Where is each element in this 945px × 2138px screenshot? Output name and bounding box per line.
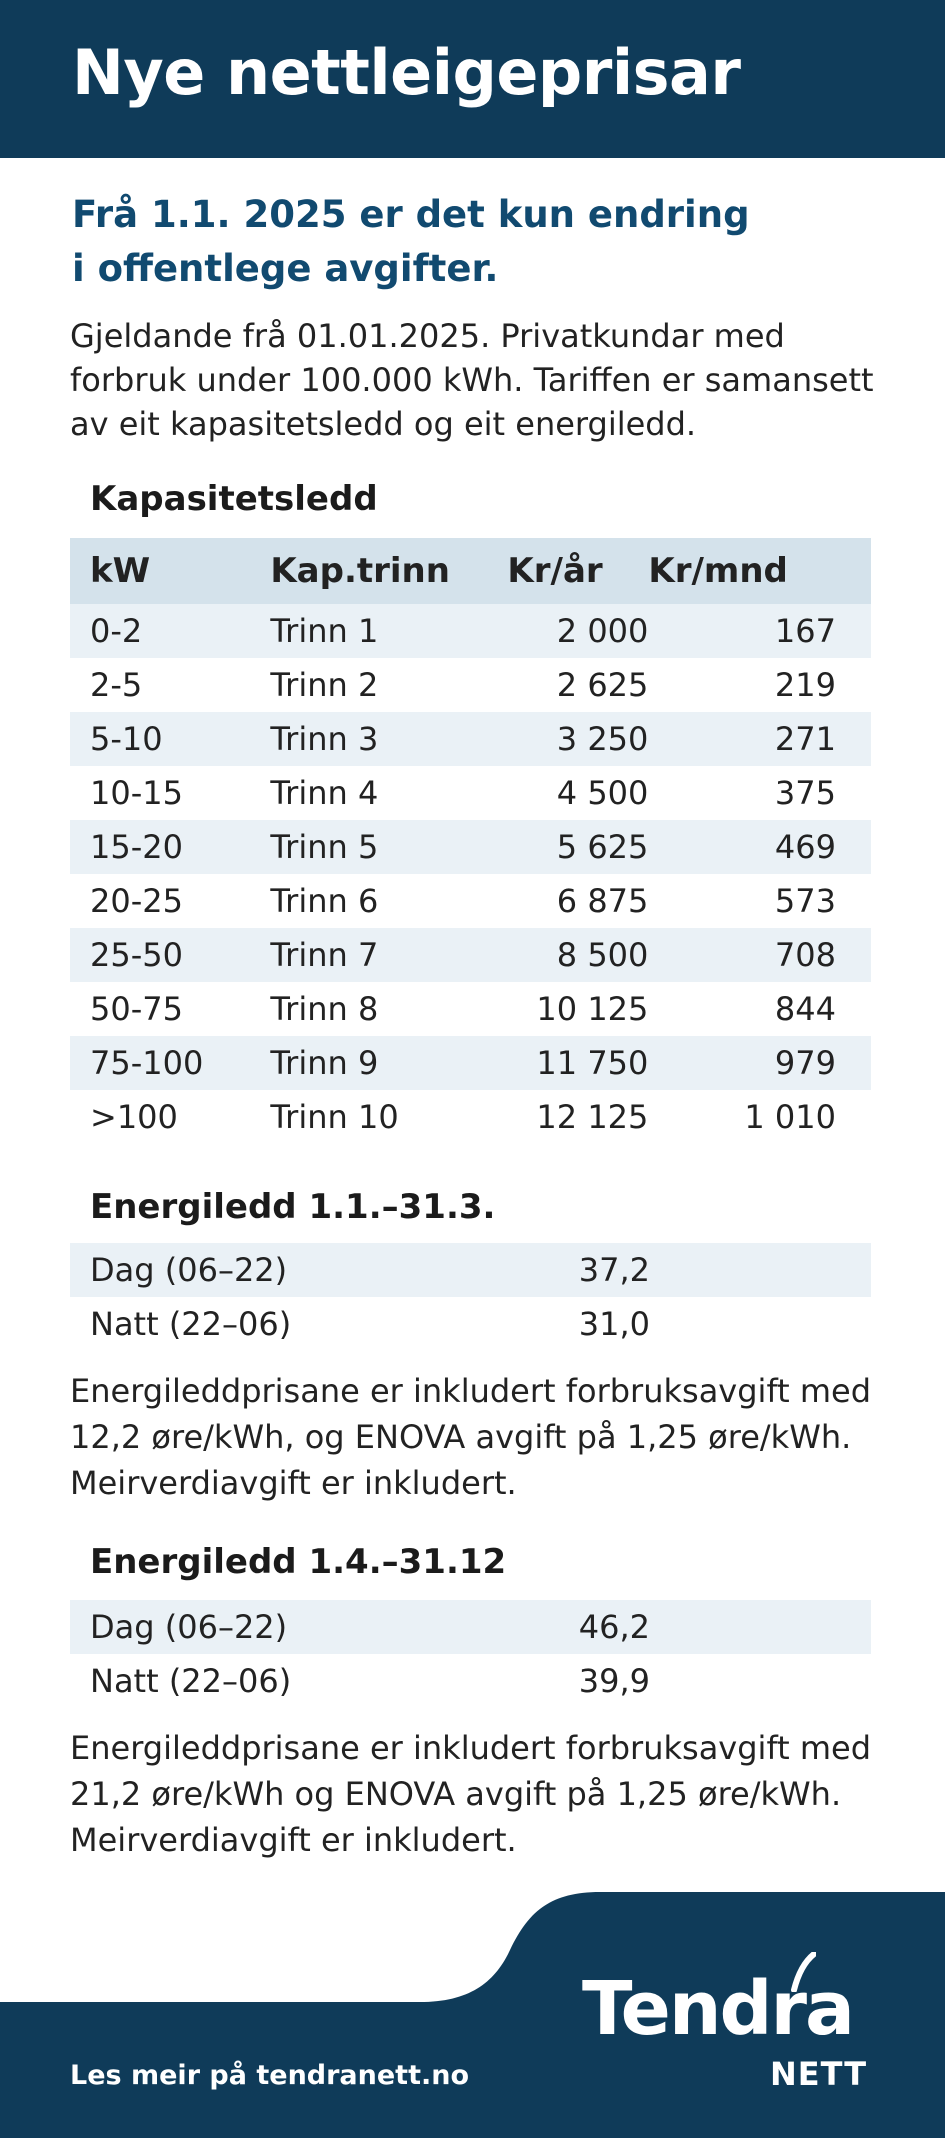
cell-kw: 10-15 bbox=[70, 766, 271, 820]
cell-per-month: 573 bbox=[648, 874, 871, 928]
cell-per-month: 844 bbox=[648, 982, 871, 1036]
capacity-table: kW Kap.trinn Kr/år Kr/mnd 0-2 Trinn 1 2 … bbox=[70, 538, 871, 1144]
column-header-kw: kW bbox=[70, 538, 271, 604]
energy-q2-heading: Energiledd 1.4.–31.12 bbox=[90, 1542, 507, 1582]
table-row: 2-5 Trinn 2 2 625 219 bbox=[70, 658, 871, 712]
table-row: Natt (22–06) 39,9 bbox=[70, 1654, 871, 1708]
column-header-per-year: Kr/år bbox=[507, 538, 649, 604]
table-row: >100 Trinn 10 12 125 1 010 bbox=[70, 1090, 871, 1144]
cell-per-month: 271 bbox=[648, 712, 871, 766]
cell-step: Trinn 10 bbox=[270, 1090, 508, 1144]
cell-per-year: 6 875 bbox=[507, 874, 649, 928]
cell-per-month: 219 bbox=[648, 658, 871, 712]
table-row: Natt (22–06) 31,0 bbox=[70, 1297, 871, 1351]
table-row: 5-10 Trinn 3 3 250 271 bbox=[70, 712, 871, 766]
cell-kw: 75-100 bbox=[70, 1036, 271, 1090]
cell-step: Trinn 1 bbox=[270, 604, 508, 658]
cell-per-month: 167 bbox=[648, 604, 871, 658]
table-row: 50-75 Trinn 8 10 125 844 bbox=[70, 982, 871, 1036]
note-line: Energileddprisane er inkludert forbruksa… bbox=[70, 1372, 872, 1410]
cell-kw: 2-5 bbox=[70, 658, 271, 712]
cell-period: Natt (22–06) bbox=[70, 1297, 430, 1351]
cell-period: Natt (22–06) bbox=[70, 1654, 430, 1708]
table-row: 15-20 Trinn 5 5 625 469 bbox=[70, 820, 871, 874]
cell-step: Trinn 9 bbox=[270, 1036, 508, 1090]
cell-per-month: 375 bbox=[648, 766, 871, 820]
note-line: 21,2 øre/kWh og ENOVA avgift på 1,25 øre… bbox=[70, 1775, 842, 1813]
cell-kw: 25-50 bbox=[70, 928, 271, 982]
page-title: Nye nettleigeprisar bbox=[72, 36, 741, 109]
note-line: Energileddprisane er inkludert forbruksa… bbox=[70, 1729, 872, 1767]
cell-per-year: 5 625 bbox=[507, 820, 649, 874]
cell-per-year: 11 750 bbox=[507, 1036, 649, 1090]
note-line: Meirverdiavgift er inkludert. bbox=[70, 1464, 517, 1502]
cell-kw: 15-20 bbox=[70, 820, 271, 874]
website-link[interactable]: Les meir på tendranett.no bbox=[70, 2060, 470, 2091]
note-line: Meirverdiavgift er inkludert. bbox=[70, 1821, 517, 1859]
energy-q1-note: Energileddprisane er inkludert forbruksa… bbox=[70, 1368, 900, 1506]
subtitle-line: Frå 1.1. 2025 er det kun endring bbox=[72, 193, 750, 236]
cell-period: Dag (06–22) bbox=[70, 1600, 430, 1654]
cell-step: Trinn 7 bbox=[270, 928, 508, 982]
cell-per-year: 3 250 bbox=[507, 712, 649, 766]
cell-kw: 5-10 bbox=[70, 712, 271, 766]
footer-wave-shape bbox=[0, 1892, 945, 2138]
footer-band bbox=[0, 1892, 945, 2138]
cell-step: Trinn 5 bbox=[270, 820, 508, 874]
subtitle-line: i offentlege avgifter. bbox=[72, 247, 499, 290]
cell-per-year: 4 500 bbox=[507, 766, 649, 820]
cell-kw: 50-75 bbox=[70, 982, 271, 1036]
cell-step: Trinn 6 bbox=[270, 874, 508, 928]
intro-text: Gjeldande frå 01.01.2025. Privatkundar m… bbox=[70, 314, 890, 446]
cell-per-month: 1 010 bbox=[648, 1090, 871, 1144]
intro-line: Gjeldande frå 01.01.2025. Privatkundar m… bbox=[70, 317, 785, 355]
energy-q2-note: Energileddprisane er inkludert forbruksa… bbox=[70, 1725, 900, 1863]
cell-step: Trinn 3 bbox=[270, 712, 508, 766]
note-line: 12,2 øre/kWh, og ENOVA avgift på 1,25 ør… bbox=[70, 1418, 852, 1456]
cell-per-month: 708 bbox=[648, 928, 871, 982]
cell-per-year: 2 000 bbox=[507, 604, 649, 658]
cell-price: 37,2 bbox=[430, 1243, 650, 1297]
cell-price: 31,0 bbox=[430, 1297, 650, 1351]
header-banner: Nye nettleigeprisar bbox=[0, 0, 945, 158]
cell-per-year: 2 625 bbox=[507, 658, 649, 712]
table-row: 10-15 Trinn 4 4 500 375 bbox=[70, 766, 871, 820]
cell-per-year: 12 125 bbox=[507, 1090, 649, 1144]
cell-per-year: 10 125 bbox=[507, 982, 649, 1036]
tendra-logo-text: Tendra bbox=[582, 1966, 855, 2052]
energy-q1-table: Dag (06–22) 37,2 Natt (22–06) 31,0 bbox=[70, 1243, 871, 1351]
cell-per-year: 8 500 bbox=[507, 928, 649, 982]
cell-price: 39,9 bbox=[430, 1654, 650, 1708]
cell-step: Trinn 8 bbox=[270, 982, 508, 1036]
table-row: 20-25 Trinn 6 6 875 573 bbox=[70, 874, 871, 928]
cell-kw: >100 bbox=[70, 1090, 271, 1144]
column-header-step: Kap.trinn bbox=[270, 538, 508, 604]
energy-q1-heading: Energiledd 1.1.–31.3. bbox=[90, 1187, 496, 1227]
table-row: 25-50 Trinn 7 8 500 708 bbox=[70, 928, 871, 982]
table-row: 75-100 Trinn 9 11 750 979 bbox=[70, 1036, 871, 1090]
table-row: Dag (06–22) 37,2 bbox=[70, 1243, 871, 1297]
table-header-row: kW Kap.trinn Kr/år Kr/mnd bbox=[70, 538, 871, 604]
table-row: 0-2 Trinn 1 2 000 167 bbox=[70, 604, 871, 658]
logo-accent-icon bbox=[791, 1952, 816, 1992]
subtitle: Frå 1.1. 2025 er det kun endring i offen… bbox=[72, 188, 872, 296]
tendra-logo-subtext: NETT bbox=[770, 2055, 868, 2093]
cell-price: 46,2 bbox=[430, 1600, 650, 1654]
cell-step: Trinn 2 bbox=[270, 658, 508, 712]
table-row: Dag (06–22) 46,2 bbox=[70, 1600, 871, 1654]
cell-per-month: 469 bbox=[648, 820, 871, 874]
energy-q2-table: Dag (06–22) 46,2 Natt (22–06) 39,9 bbox=[70, 1600, 871, 1708]
cell-per-month: 979 bbox=[648, 1036, 871, 1090]
cell-period: Dag (06–22) bbox=[70, 1243, 430, 1297]
intro-line: av eit kapasitetsledd og eit energiledd. bbox=[70, 405, 697, 443]
cell-kw: 0-2 bbox=[70, 604, 271, 658]
column-header-per-month: Kr/mnd bbox=[648, 538, 871, 604]
cell-step: Trinn 4 bbox=[270, 766, 508, 820]
cell-kw: 20-25 bbox=[70, 874, 271, 928]
intro-line: forbruk under 100.000 kWh. Tariffen er s… bbox=[70, 361, 874, 399]
capacity-heading: Kapasitetsledd bbox=[90, 479, 378, 519]
